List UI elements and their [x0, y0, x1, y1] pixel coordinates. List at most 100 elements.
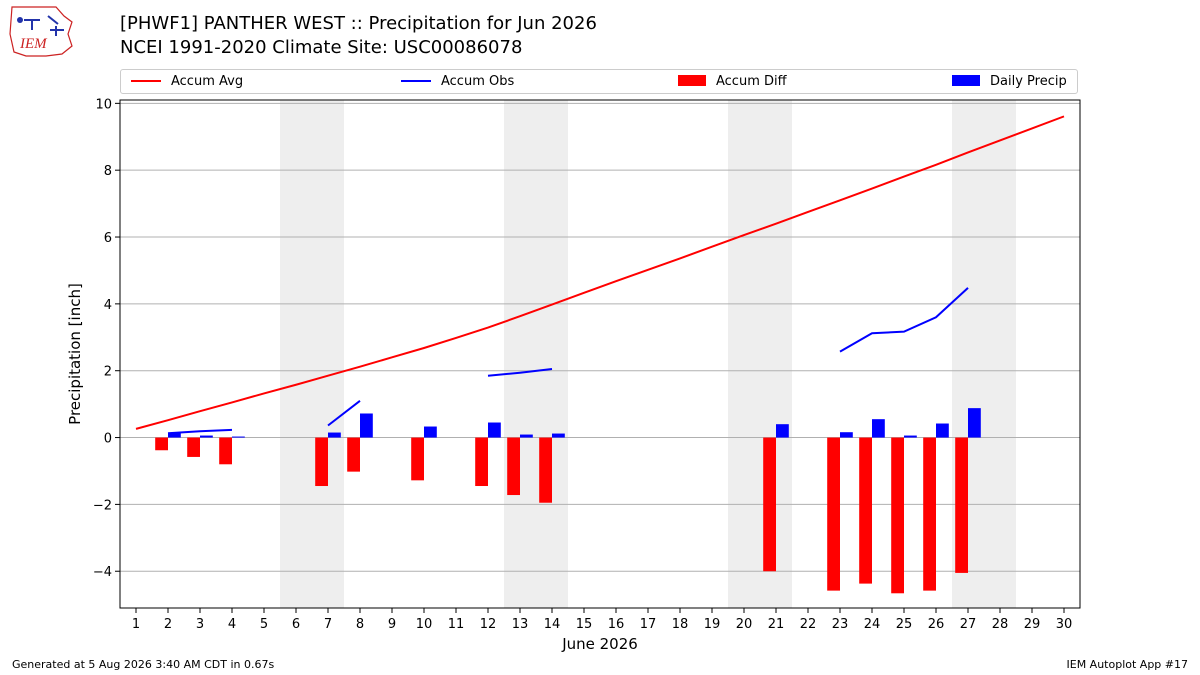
- generated-timestamp: Generated at 5 Aug 2026 3:40 AM CDT in 0…: [12, 658, 275, 671]
- x-tick-label: 20: [736, 617, 753, 632]
- x-tick-label: 17: [640, 617, 657, 632]
- x-tick-label: 3: [196, 617, 204, 632]
- accum-diff-bar: [955, 437, 968, 573]
- svg-text:IEM: IEM: [19, 36, 48, 52]
- accum-obs-line: [327, 399, 361, 427]
- x-tick-label: 26: [928, 617, 945, 632]
- chart-title: [PHWF1] PANTHER WEST :: Precipitation fo…: [120, 13, 597, 34]
- x-tick-label: 15: [576, 617, 593, 632]
- chart-subtitle: NCEI 1991-2020 Climate Site: USC00086078: [120, 37, 523, 58]
- daily-precip-bar: [520, 434, 533, 438]
- legend-swatch-accum-obs: [401, 79, 431, 82]
- y-tick-label: 4: [104, 298, 112, 313]
- x-axis-label: June 2026: [561, 635, 638, 653]
- legend-swatch-daily-precip: [952, 75, 980, 86]
- x-tick-label: 21: [768, 617, 785, 632]
- app-credit: IEM Autoplot App #17: [1066, 658, 1189, 671]
- x-tick-label: 9: [388, 617, 396, 632]
- x-tick-label: 22: [800, 617, 817, 632]
- x-tick-label: 30: [1056, 617, 1073, 632]
- accum-diff-bar: [155, 437, 168, 451]
- accum-diff-bar: [923, 437, 936, 591]
- accum-diff-bar: [539, 437, 552, 503]
- x-tick-label: 18: [672, 617, 689, 632]
- y-tick-label: 6: [104, 231, 112, 246]
- accum-diff-bar: [891, 437, 904, 594]
- x-tick-label: 6: [292, 617, 300, 632]
- legend-label-daily-precip: Daily Precip: [990, 74, 1067, 89]
- daily-precip-bar: [488, 422, 501, 438]
- weekend-band: [280, 100, 344, 608]
- x-tick-label: 13: [512, 617, 529, 632]
- daily-precip-bar: [936, 423, 949, 438]
- accum-diff-bar: [411, 437, 424, 481]
- legend: Accum Avg Accum Obs Accum Diff Daily Pre…: [120, 69, 1078, 94]
- accum-obs-line: [839, 287, 969, 353]
- accum-diff-bar: [763, 437, 776, 572]
- daily-precip-bar: [552, 433, 565, 438]
- accum-diff-bar: [507, 437, 520, 496]
- legend-item-accum-obs: Accum Obs: [401, 73, 514, 91]
- x-tick-label: 28: [992, 617, 1009, 632]
- legend-label-accum-diff: Accum Diff: [716, 74, 787, 89]
- y-tick-label: 2: [104, 365, 112, 380]
- x-tick-label: 24: [864, 617, 881, 632]
- daily-precip-bar: [200, 435, 213, 438]
- legend-label-accum-avg: Accum Avg: [171, 74, 244, 89]
- accum-diff-bar: [475, 437, 488, 487]
- daily-precip-bar: [968, 408, 981, 438]
- daily-precip-bar: [168, 433, 181, 438]
- x-tick-label: 16: [608, 617, 625, 632]
- daily-precip-bar: [424, 426, 437, 438]
- y-tick-label: −4: [93, 565, 112, 580]
- legend-item-daily-precip: Daily Precip: [952, 73, 1067, 91]
- legend-swatch-accum-avg: [131, 79, 161, 82]
- x-tick-label: 25: [896, 617, 913, 632]
- weekend-band: [728, 100, 792, 608]
- legend-item-accum-avg: Accum Avg: [131, 73, 243, 91]
- daily-precip-bar: [840, 432, 853, 438]
- daily-precip-bar: [872, 419, 885, 438]
- x-tick-label: 19: [704, 617, 721, 632]
- accum-obs-line: [487, 368, 553, 377]
- x-tick-label: 12: [480, 617, 497, 632]
- legend-swatch-accum-diff: [678, 75, 706, 86]
- x-tick-label: 5: [260, 617, 268, 632]
- weekend-band: [504, 100, 568, 608]
- accum-avg-line: [135, 115, 1065, 430]
- x-tick-label: 27: [960, 617, 977, 632]
- x-tick-label: 4: [228, 617, 236, 632]
- daily-precip-bar: [904, 435, 917, 438]
- accum-obs-line: [167, 428, 233, 435]
- daily-precip-bar: [232, 436, 245, 438]
- iem-logo: IEM: [9, 6, 73, 57]
- y-axis-label: Precipitation [inch]: [66, 283, 84, 425]
- x-tick-label: 7: [324, 617, 332, 632]
- weekend-band: [952, 100, 1016, 608]
- x-tick-label: 14: [544, 617, 561, 632]
- plot-frame: [119, 99, 1081, 609]
- y-tick-label: 8: [104, 164, 112, 179]
- y-tick-label: 10: [95, 97, 112, 112]
- legend-label-accum-obs: Accum Obs: [441, 74, 515, 89]
- legend-item-accum-diff: Accum Diff: [678, 73, 787, 91]
- daily-precip-bar: [360, 413, 373, 438]
- accum-diff-bar: [187, 437, 200, 457]
- x-tick-label: 23: [832, 617, 849, 632]
- x-tick-label: 1: [132, 617, 140, 632]
- accum-diff-bar: [315, 437, 328, 487]
- x-tick-label: 2: [164, 617, 172, 632]
- x-tick-label: 8: [356, 617, 364, 632]
- accum-diff-bar: [347, 437, 360, 472]
- accum-diff-bar: [859, 437, 872, 584]
- daily-precip-bar: [776, 424, 789, 438]
- y-tick-label: 0: [104, 432, 112, 447]
- x-tick-label: 10: [416, 617, 433, 632]
- accum-diff-bar: [827, 437, 840, 591]
- x-tick-label: 11: [448, 617, 465, 632]
- accum-diff-bar: [219, 437, 232, 465]
- y-tick-label: −2: [93, 498, 112, 513]
- x-tick-label: 29: [1024, 617, 1041, 632]
- daily-precip-bar: [328, 432, 341, 438]
